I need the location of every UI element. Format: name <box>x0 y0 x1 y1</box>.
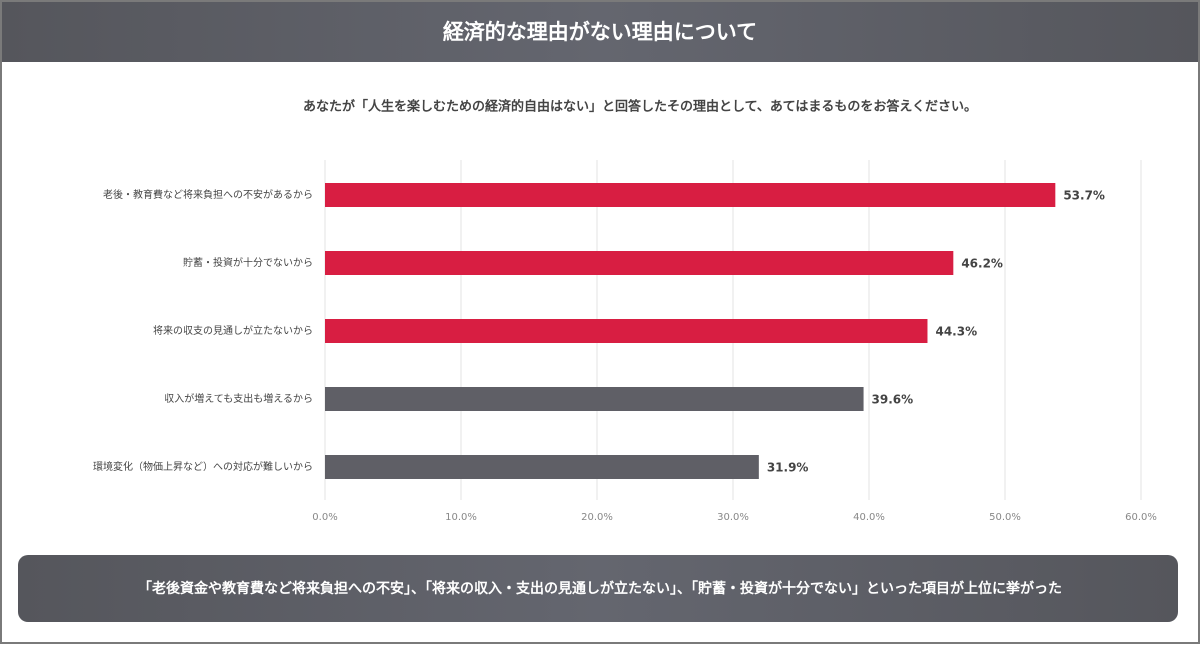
bar <box>325 183 1056 207</box>
chart-subtitle: あなたが「人生を楽しむための経済的自由はない」と回答したその理由として、あてはま… <box>303 99 977 115</box>
y-tick-label: 老後・教育費など将来負担への不安があるから <box>103 188 313 201</box>
x-tick-label: 10.0% <box>445 512 477 523</box>
bar <box>325 251 954 275</box>
summary-text: 「老後資金や教育費など将来負担への不安」、「将来の収入・支出の見通しが立たない」… <box>138 580 1062 597</box>
y-tick-label: 将来の収支の見通しが立たないから <box>153 324 313 337</box>
bar <box>325 455 759 479</box>
x-tick-label: 50.0% <box>989 512 1021 523</box>
y-tick-label: 貯蓄・投資が十分でないから <box>183 256 313 269</box>
y-tick-label: 収入が増えても支出も増えるから <box>164 392 313 405</box>
chart-title: 経済的な理由がない理由について <box>443 20 757 44</box>
x-tick-label: 60.0% <box>1125 512 1157 523</box>
value-label: 39.6% <box>872 393 914 407</box>
x-tick-label: 20.0% <box>581 512 613 523</box>
header-bar <box>2 2 1198 62</box>
bar <box>325 387 864 411</box>
y-tick-label: 環境変化（物価上昇など）への対応が難しいから <box>93 460 313 473</box>
summary-box <box>18 555 1178 622</box>
x-tick-label: 0.0% <box>312 512 337 523</box>
value-label: 44.3% <box>935 325 977 339</box>
x-tick-label: 40.0% <box>853 512 885 523</box>
value-label: 53.7% <box>1063 189 1105 203</box>
value-label: 31.9% <box>767 461 809 475</box>
plot-area: 0.0% 10.0% 20.0% 30.0% 40.0% 50.0% 60.0% 老後・教育費… <box>93 160 1157 523</box>
x-tick-label: 30.0% <box>717 512 749 523</box>
value-label: 46.2% <box>961 257 1003 271</box>
bar <box>325 319 928 343</box>
